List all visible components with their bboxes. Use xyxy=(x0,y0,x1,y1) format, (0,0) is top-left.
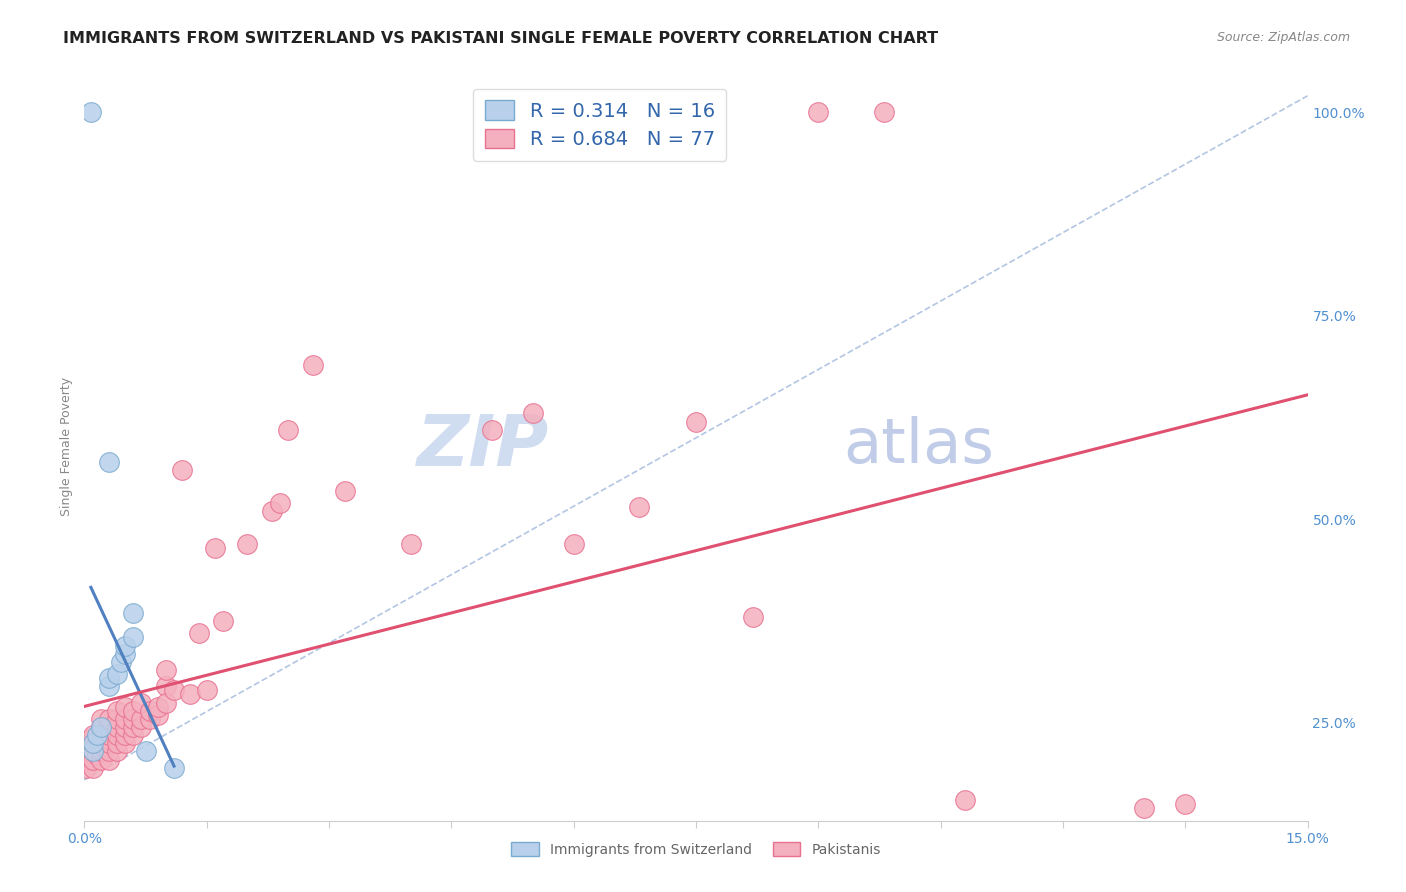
Point xyxy=(627,500,650,514)
Point xyxy=(122,728,145,742)
Point xyxy=(82,753,104,767)
Point xyxy=(90,720,112,734)
Point xyxy=(82,736,104,750)
Point xyxy=(82,744,104,758)
Point xyxy=(685,415,707,429)
Point xyxy=(105,667,128,681)
Point xyxy=(122,720,145,734)
Y-axis label: Single Female Poverty: Single Female Poverty xyxy=(60,376,73,516)
Point xyxy=(114,647,136,661)
Point xyxy=(90,736,112,750)
Point xyxy=(399,537,422,551)
Point xyxy=(97,679,120,693)
Point xyxy=(481,423,503,437)
Point xyxy=(77,736,100,750)
Text: atlas: atlas xyxy=(842,416,994,476)
Point xyxy=(86,748,108,763)
Point xyxy=(86,736,108,750)
Point xyxy=(114,720,136,734)
Point xyxy=(562,537,585,551)
Point xyxy=(742,610,765,624)
Point xyxy=(80,105,103,120)
Point xyxy=(138,712,160,726)
Point xyxy=(90,728,112,742)
Point xyxy=(97,712,120,726)
Point xyxy=(1174,797,1197,812)
Text: ZIP: ZIP xyxy=(418,411,550,481)
Point xyxy=(335,483,357,498)
Point xyxy=(122,712,145,726)
Point xyxy=(114,699,136,714)
Point xyxy=(131,712,153,726)
Legend: Immigrants from Switzerland, Pakistanis: Immigrants from Switzerland, Pakistanis xyxy=(505,837,887,863)
Point xyxy=(163,761,186,775)
Point xyxy=(131,720,153,734)
Point xyxy=(97,671,120,685)
Point xyxy=(155,696,177,710)
Point xyxy=(872,105,894,120)
Point xyxy=(76,744,98,758)
Point xyxy=(105,704,128,718)
Point xyxy=(1133,801,1156,815)
Point xyxy=(97,455,120,469)
Point xyxy=(105,736,128,750)
Text: Source: ZipAtlas.com: Source: ZipAtlas.com xyxy=(1216,31,1350,45)
Point xyxy=(75,761,97,775)
Point xyxy=(97,720,120,734)
Point xyxy=(93,732,115,747)
Point xyxy=(90,712,112,726)
Point xyxy=(807,105,830,120)
Text: IMMIGRANTS FROM SWITZERLAND VS PAKISTANI SINGLE FEMALE POVERTY CORRELATION CHART: IMMIGRANTS FROM SWITZERLAND VS PAKISTANI… xyxy=(63,31,938,46)
Point xyxy=(195,683,218,698)
Point xyxy=(135,744,157,758)
Point xyxy=(179,687,201,701)
Point xyxy=(146,707,169,722)
Point xyxy=(114,639,136,653)
Point xyxy=(122,704,145,718)
Point xyxy=(82,728,104,742)
Point xyxy=(155,663,177,677)
Point xyxy=(172,463,194,477)
Point xyxy=(114,712,136,726)
Point xyxy=(105,744,128,758)
Point xyxy=(260,504,283,518)
Point xyxy=(97,736,120,750)
Point xyxy=(76,753,98,767)
Point xyxy=(122,631,145,645)
Point xyxy=(187,626,209,640)
Point xyxy=(105,728,128,742)
Point xyxy=(105,712,128,726)
Point xyxy=(97,728,120,742)
Point xyxy=(90,720,112,734)
Point xyxy=(77,740,100,755)
Point xyxy=(90,744,112,758)
Point xyxy=(93,740,115,755)
Point xyxy=(301,358,323,372)
Point xyxy=(114,728,136,742)
Point xyxy=(163,683,186,698)
Point xyxy=(269,496,291,510)
Point xyxy=(90,753,112,767)
Point xyxy=(212,614,235,628)
Point xyxy=(110,655,132,669)
Point xyxy=(953,793,976,807)
Point xyxy=(236,537,259,551)
Point xyxy=(131,696,153,710)
Point xyxy=(522,406,544,420)
Point xyxy=(155,679,177,693)
Point xyxy=(277,423,299,437)
Point xyxy=(82,761,104,775)
Point xyxy=(79,732,101,747)
Point xyxy=(97,744,120,758)
Point xyxy=(204,541,226,555)
Point xyxy=(122,606,145,620)
Point xyxy=(82,736,104,750)
Point xyxy=(105,720,128,734)
Point xyxy=(86,728,108,742)
Point xyxy=(97,753,120,767)
Point xyxy=(146,699,169,714)
Point xyxy=(138,704,160,718)
Point xyxy=(82,744,104,758)
Point xyxy=(114,736,136,750)
